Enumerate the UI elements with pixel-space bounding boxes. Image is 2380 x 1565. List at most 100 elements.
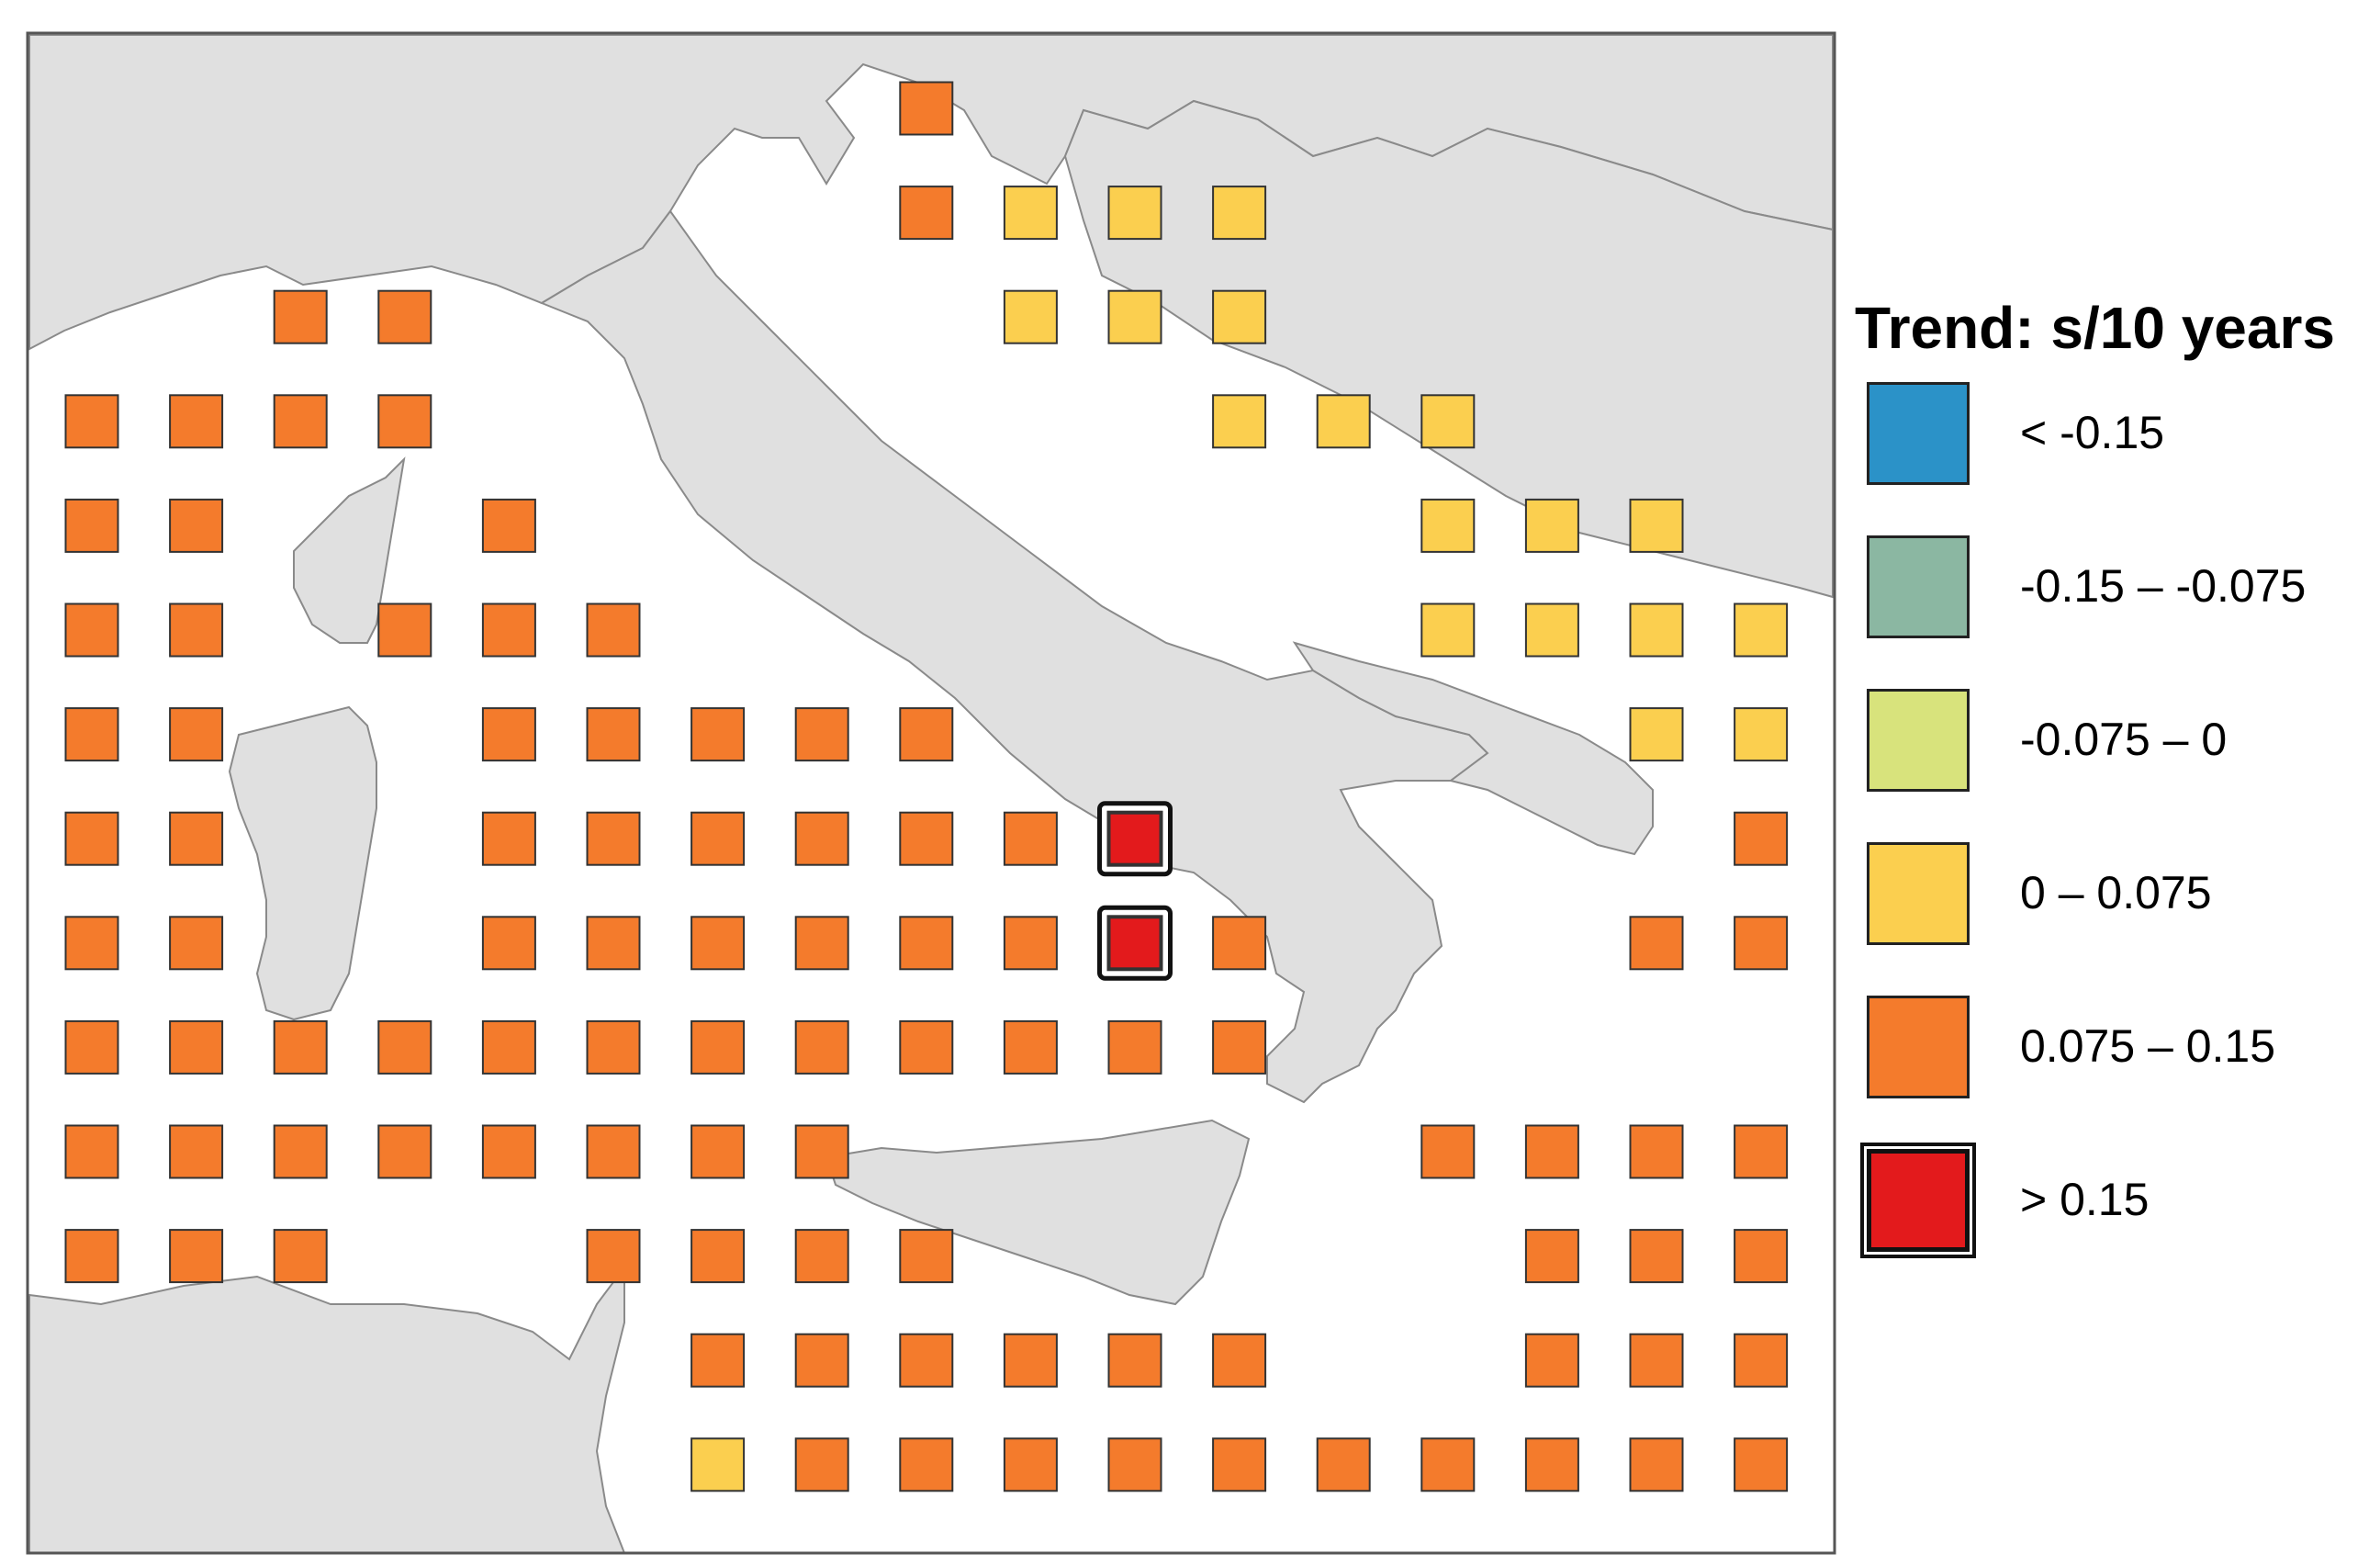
trend-cell-0075-015 (481, 602, 536, 658)
trend-cell-0-0075 (1629, 707, 1684, 762)
trend-cell-0075-015 (1734, 811, 1789, 866)
trend-cell-gt-015 (1106, 810, 1163, 867)
trend-cell-0075-015 (586, 707, 641, 762)
trend-cell-0075-015 (1524, 1333, 1579, 1388)
grid-cells (64, 81, 1789, 1492)
trend-cell-0075-015 (169, 602, 224, 658)
legend-item: -0.075 – 0 (1855, 687, 2369, 840)
legend-label: > 0.15 (2020, 1174, 2150, 1225)
trend-cell-0075-015 (1107, 1019, 1162, 1075)
trend-cell-0075-015 (794, 1229, 849, 1284)
trend-cell-0075-015 (690, 916, 746, 971)
trend-cell-0075-015 (377, 289, 432, 344)
trend-cell-0-0075 (1734, 707, 1789, 762)
trend-cell-0075-015 (64, 811, 119, 866)
trend-cell-0075-015 (1107, 1437, 1162, 1492)
trend-cell-0075-015 (690, 1333, 746, 1388)
trend-cell-0075-015 (273, 1124, 328, 1179)
trend-cell-0075-015 (64, 1229, 119, 1284)
trend-cell-0075-015 (169, 916, 224, 971)
legend-swatch (1867, 382, 1970, 485)
trend-cell-0-0075 (1107, 289, 1162, 344)
trend-cell-0-0075 (1420, 394, 1476, 449)
trend-cell-0075-015 (481, 1019, 536, 1075)
italy-heel (1292, 641, 1654, 856)
trend-cell-0075-015 (794, 707, 849, 762)
legend-label: -0.15 – -0.075 (2020, 560, 2307, 612)
map-frame (26, 31, 1836, 1555)
trend-cell-0075-015 (273, 1229, 328, 1284)
trend-cell-0075-015 (899, 707, 954, 762)
trend-cell-0075-015 (1003, 1333, 1058, 1388)
trend-cell-0075-015 (586, 1019, 641, 1075)
trend-cell-0075-015 (64, 498, 119, 553)
legend-item: 0.075 – 0.15 (1855, 994, 2369, 1147)
sicily (825, 1119, 1251, 1306)
trend-cell-0075-015 (1420, 1124, 1476, 1179)
trend-cell-0075-015 (481, 811, 536, 866)
trend-cell-0075-015 (64, 602, 119, 658)
trend-cell-0075-015 (899, 1333, 954, 1388)
trend-cell-0075-015 (1212, 1019, 1267, 1075)
trend-cell-0-0075 (1212, 186, 1267, 241)
trend-cell-0075-015 (1524, 1124, 1579, 1179)
trend-cell-0075-015 (899, 1437, 954, 1492)
trend-cell-0075-015 (481, 707, 536, 762)
trend-cell-0075-015 (1107, 1333, 1162, 1388)
trend-cell-0075-015 (169, 811, 224, 866)
trend-cell-0075-015 (169, 1124, 224, 1179)
trend-cell-0-0075 (1107, 186, 1162, 241)
trend-cell-0075-015 (1524, 1229, 1579, 1284)
trend-cell-0075-015 (481, 498, 536, 553)
trend-cell-0075-015 (1629, 1333, 1684, 1388)
trend-cell-0-0075 (690, 1437, 746, 1492)
trend-cell-0075-015 (64, 1124, 119, 1179)
trend-cell-0075-015 (1734, 916, 1789, 971)
legend-swatch (1867, 1149, 1970, 1252)
trend-cell-0075-015 (899, 916, 954, 971)
trend-cell-0075-015 (899, 811, 954, 866)
trend-cell-0075-015 (586, 602, 641, 658)
trend-cell-0-0075 (1524, 498, 1579, 553)
trend-cell-0075-015 (481, 916, 536, 971)
trend-cell-0075-015 (273, 394, 328, 449)
trend-cell-0075-015 (169, 498, 224, 553)
trend-cell-0075-015 (377, 1124, 432, 1179)
trend-cell-0-0075 (1629, 602, 1684, 658)
trend-cell-0075-015 (690, 707, 746, 762)
trend-cell-0-0075 (1003, 186, 1058, 241)
trend-cell-0075-015 (794, 916, 849, 971)
trend-cell-0-0075 (1420, 602, 1476, 658)
trend-cell-0075-015 (690, 1229, 746, 1284)
trend-cell-0075-015 (273, 1019, 328, 1075)
trend-cell-0075-015 (899, 186, 954, 241)
trend-cell-0075-015 (1629, 916, 1684, 971)
trend-cell-0075-015 (794, 1333, 849, 1388)
trend-cell-0075-015 (1734, 1124, 1789, 1179)
trend-cell-gt-015 (1106, 915, 1163, 972)
trend-cell-0075-015 (1734, 1229, 1789, 1284)
trend-cell-0075-015 (1212, 1437, 1267, 1492)
corsica (293, 456, 406, 644)
trend-cell-0075-015 (899, 1229, 954, 1284)
trend-cell-0075-015 (899, 81, 954, 136)
trend-cell-0075-015 (586, 1124, 641, 1179)
legend-swatch (1867, 535, 1970, 638)
legend-label: -0.075 – 0 (2020, 714, 2228, 765)
legend-item: -0.15 – -0.075 (1855, 534, 2369, 687)
trend-cell-0075-015 (169, 1229, 224, 1284)
trend-cell-0075-015 (64, 394, 119, 449)
trend-cell-0075-015 (64, 707, 119, 762)
trend-cell-0075-015 (899, 1019, 954, 1075)
trend-cell-0075-015 (1420, 1437, 1476, 1492)
trend-cell-0075-015 (690, 1019, 746, 1075)
trend-cell-0075-015 (794, 811, 849, 866)
land-areas (28, 34, 1834, 1554)
trend-cell-0075-015 (169, 394, 224, 449)
trend-cell-0-0075 (1524, 602, 1579, 658)
legend-item: > 0.15 (1855, 1147, 2369, 1300)
trend-cell-0-0075 (1212, 289, 1267, 344)
trend-cell-0075-015 (64, 1019, 119, 1075)
trend-cell-0075-015 (273, 289, 328, 344)
